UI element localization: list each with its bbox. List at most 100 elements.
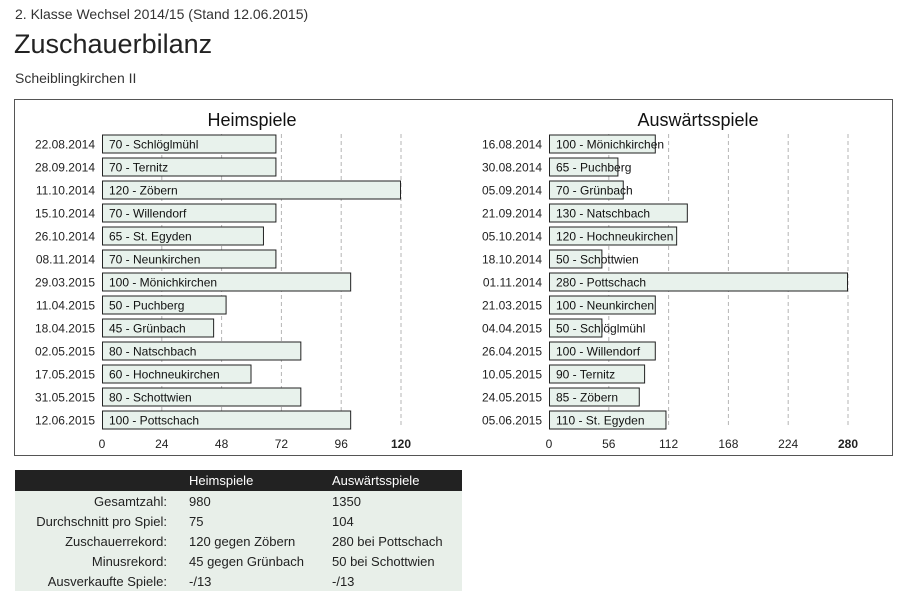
stats-header-blank bbox=[15, 470, 189, 491]
home-bar-label: 70 - Ternitz bbox=[109, 161, 168, 175]
home-bar-label: 70 - Willendorf bbox=[109, 207, 187, 221]
away-bar-label: 100 - Neunkirchen bbox=[556, 299, 654, 313]
table-row: Durchschnitt pro Spiel: 75 104 bbox=[15, 511, 462, 531]
away-tick-label: 280 bbox=[838, 437, 858, 451]
away-tick-label: 112 bbox=[659, 437, 678, 451]
away-date-label: 05.06.2015 bbox=[482, 414, 542, 428]
home-bar bbox=[102, 364, 252, 384]
table-row: Gesamtzahl: 980 1350 bbox=[15, 491, 462, 511]
away-bar bbox=[549, 134, 656, 154]
home-bar bbox=[102, 387, 302, 407]
home-bar-label: 80 - Schottwien bbox=[109, 391, 192, 405]
home-bar-label: 60 - Hochneukirchen bbox=[109, 368, 220, 382]
stats-away-value: 50 bei Schottwien bbox=[332, 551, 462, 571]
stats-label: Zuschauerrekord: bbox=[15, 531, 189, 551]
away-bar bbox=[549, 157, 619, 177]
attendance-stats-table: Heimspiele Auswärtsspiele Gesamtzahl: 98… bbox=[15, 470, 462, 591]
stats-label: Ausverkaufte Spiele: bbox=[15, 571, 189, 591]
home-bar-label: 65 - St. Egyden bbox=[109, 230, 192, 244]
home-bar-label: 100 - Pottschach bbox=[109, 414, 199, 428]
away-date-label: 18.10.2014 bbox=[482, 253, 542, 267]
league-subtitle: 2. Klasse Wechsel 2014/15 (Stand 12.06.2… bbox=[15, 6, 309, 22]
home-bar bbox=[102, 410, 352, 430]
home-bar bbox=[102, 341, 302, 361]
away-date-label: 05.10.2014 bbox=[482, 230, 542, 244]
home-tick-label: 48 bbox=[215, 437, 229, 451]
table-row: Zuschauerrekord: 120 gegen Zöbern 280 be… bbox=[15, 531, 462, 551]
home-date-label: 22.08.2014 bbox=[35, 138, 95, 152]
stats-header-home: Heimspiele bbox=[189, 470, 332, 491]
away-bar-label: 85 - Zöbern bbox=[556, 391, 618, 405]
away-bar-label: 50 - Schlöglmühl bbox=[556, 322, 645, 336]
stats-home-value: -/13 bbox=[189, 571, 332, 591]
stats-away-value: 280 bei Pottschach bbox=[332, 531, 462, 551]
home-date-label: 08.11.2014 bbox=[36, 253, 95, 267]
home-bar bbox=[102, 249, 277, 269]
away-bar-label: 100 - Willendorf bbox=[556, 345, 641, 359]
home-bar bbox=[102, 157, 277, 177]
home-bar bbox=[102, 272, 352, 292]
home-tick-label: 72 bbox=[275, 437, 289, 451]
home-tick-label: 96 bbox=[335, 437, 349, 451]
away-date-label: 04.04.2015 bbox=[482, 322, 542, 336]
away-bar bbox=[549, 410, 667, 430]
away-bar bbox=[549, 364, 646, 384]
home-date-label: 11.04.2015 bbox=[36, 299, 95, 313]
home-bar bbox=[102, 203, 277, 223]
table-row: Minusrekord: 45 gegen Grünbach 50 bei Sc… bbox=[15, 551, 462, 571]
away-date-label: 30.08.2014 bbox=[482, 161, 542, 175]
stats-header-away: Auswärtsspiele bbox=[332, 470, 462, 491]
away-bar bbox=[549, 318, 603, 338]
away-date-label: 01.11.2014 bbox=[483, 276, 542, 290]
home-bar-label: 50 - Puchberg bbox=[109, 299, 184, 313]
away-date-label: 16.08.2014 bbox=[482, 138, 542, 152]
away-tick-label: 168 bbox=[718, 437, 738, 451]
home-date-label: 26.10.2014 bbox=[35, 230, 95, 244]
home-bar-label: 100 - Mönichkirchen bbox=[109, 276, 217, 290]
home-bar-label: 120 - Zöbern bbox=[109, 184, 178, 198]
home-date-label: 12.06.2015 bbox=[35, 414, 95, 428]
stats-away-value: 1350 bbox=[332, 491, 462, 511]
home-tick-label: 120 bbox=[391, 437, 411, 451]
away-tick-label: 56 bbox=[602, 437, 616, 451]
home-bar bbox=[102, 318, 215, 338]
away-bar bbox=[549, 180, 624, 200]
away-bar-label: 90 - Ternitz bbox=[556, 368, 615, 382]
home-date-label: 28.09.2014 bbox=[35, 161, 95, 175]
home-bar bbox=[102, 295, 227, 315]
away-bar bbox=[549, 203, 688, 223]
away-bar bbox=[549, 341, 656, 361]
home-bar-label: 45 - Grünbach bbox=[109, 322, 186, 336]
stats-label: Durchschnitt pro Spiel: bbox=[15, 511, 189, 531]
away-bar-label: 110 - St. Egyden bbox=[556, 414, 645, 428]
stats-header-row: Heimspiele Auswärtsspiele bbox=[15, 470, 462, 491]
away-bar bbox=[549, 387, 640, 407]
stats-home-value: 120 gegen Zöbern bbox=[189, 531, 332, 551]
attendance-charts: Heimspiele 0 24 48 72 96 120 22.08.2014 70 - Sch… bbox=[35, 110, 858, 451]
away-bar-label: 65 - Puchberg bbox=[556, 161, 631, 175]
away-bar-label: 100 - Mönichkirchen bbox=[556, 138, 664, 152]
away-bar bbox=[549, 249, 603, 269]
away-date-label: 10.05.2015 bbox=[482, 368, 542, 382]
away-bar-label: 70 - Grünbach bbox=[556, 184, 633, 198]
home-bar bbox=[102, 180, 401, 200]
stats-label: Minusrekord: bbox=[15, 551, 189, 571]
home-date-label: 15.10.2014 bbox=[35, 207, 95, 221]
home-tick-label: 0 bbox=[99, 437, 106, 451]
home-bar-label: 70 - Neunkirchen bbox=[109, 253, 200, 267]
home-chart-title: Heimspiele bbox=[207, 110, 296, 130]
away-bar bbox=[549, 295, 656, 315]
away-chart-title: Auswärtsspiele bbox=[637, 110, 758, 130]
team-name: Scheiblingkirchen II bbox=[15, 70, 137, 86]
stats-away-value: 104 bbox=[332, 511, 462, 531]
table-row: Ausverkaufte Spiele: -/13 -/13 bbox=[15, 571, 462, 591]
away-tick-label: 0 bbox=[546, 437, 553, 451]
home-date-label: 29.03.2015 bbox=[35, 276, 95, 290]
away-bar-label: 120 - Hochneukirchen bbox=[556, 230, 673, 244]
away-date-label: 05.09.2014 bbox=[482, 184, 542, 198]
away-date-label: 21.03.2015 bbox=[482, 299, 542, 313]
away-bar-label: 280 - Pottschach bbox=[556, 276, 646, 290]
away-bar-label: 50 - Schottwien bbox=[556, 253, 639, 267]
home-date-label: 17.05.2015 bbox=[35, 368, 95, 382]
home-bar bbox=[102, 226, 264, 246]
